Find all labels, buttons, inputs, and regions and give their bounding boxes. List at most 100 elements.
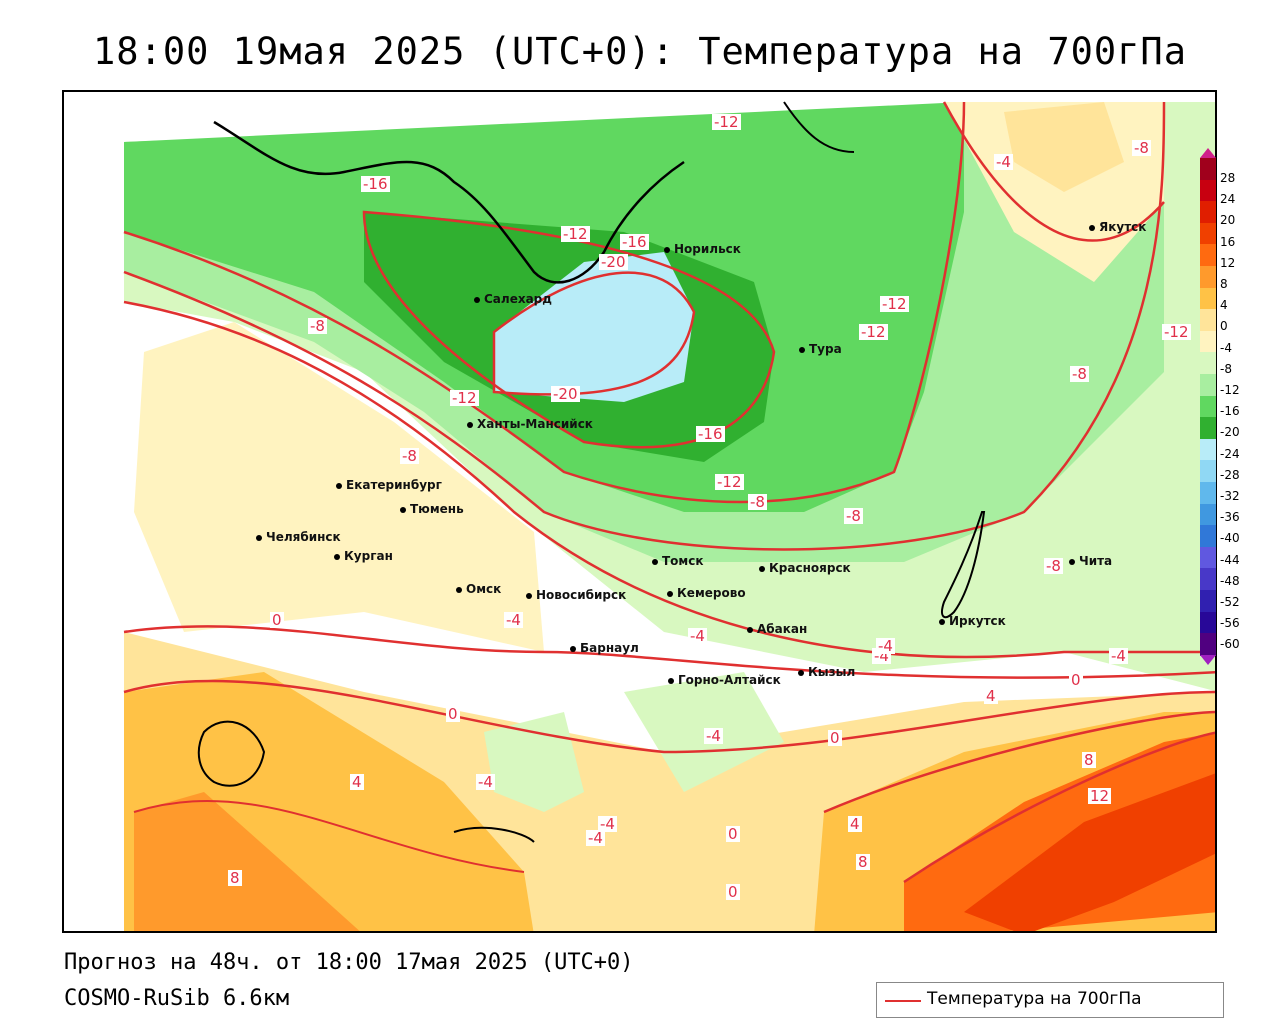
colorbar-tick-label: -12	[1220, 383, 1240, 397]
field-orange-8	[134, 792, 360, 931]
colorbar-tick-label: 12	[1220, 255, 1236, 270]
contour-label: -12	[1162, 323, 1191, 341]
city-kurgan: Курган	[334, 549, 393, 563]
colorbar-segment	[1200, 201, 1216, 224]
contour-label: -4	[476, 773, 495, 791]
colorbar-segment	[1200, 568, 1216, 591]
colorbar-tick-label: -44	[1220, 552, 1240, 567]
colorbar-tick-label: -24	[1220, 446, 1240, 461]
contour-label: 0	[446, 705, 460, 723]
contour-label: 0	[726, 883, 740, 901]
colorbar-segment	[1200, 309, 1216, 332]
colorbar-segment	[1200, 158, 1216, 181]
contour-line	[123, 679, 1215, 754]
colorbar-tick-label: -4	[1220, 340, 1232, 355]
colorbar-segment	[1200, 287, 1216, 311]
colorbar-segment	[1200, 352, 1216, 375]
colorbar-tick-label: 4	[1220, 298, 1228, 313]
contour-label: -4	[1109, 647, 1128, 665]
contour-label: -8	[844, 507, 863, 525]
colorbar-segment	[1200, 395, 1216, 419]
city-novosibirsk: Новосибирск	[526, 588, 626, 602]
contour-line	[123, 300, 1215, 659]
contour-label: -4	[994, 153, 1013, 171]
contour-line	[492, 271, 696, 396]
colorbar-segment	[1200, 525, 1216, 548]
colorbar-segment	[1200, 482, 1216, 505]
contour-line	[123, 101, 1166, 551]
region-border	[453, 826, 535, 843]
colorbar-segment	[1200, 460, 1216, 483]
colorbar-segment	[1200, 546, 1216, 570]
contour-label: -8	[1132, 139, 1151, 157]
contour-label: 0	[828, 729, 842, 747]
contour-label: -4	[876, 637, 895, 655]
city-omsk: Омск	[456, 582, 501, 596]
lake-baikal	[941, 511, 986, 619]
contour-line	[362, 210, 776, 449]
colorbar-tick-label: 0	[1220, 319, 1228, 334]
contour-label: -20	[599, 253, 628, 271]
colorbar-segment	[1200, 503, 1216, 527]
contour-label: 8	[228, 869, 242, 887]
contour-label: -12	[880, 295, 909, 313]
colorbar-segment	[1200, 611, 1216, 635]
city-yekaterinburg: Екатеринбург	[336, 478, 442, 492]
contour-label: 4	[848, 815, 862, 833]
field-se-hotter	[964, 773, 1215, 931]
colorbar-segment	[1200, 244, 1216, 267]
field-minus20	[494, 252, 694, 402]
model-info: COSMO-RuSib 6.6км	[64, 986, 290, 1011]
contour-line	[903, 731, 1215, 884]
contour-label: -4	[586, 829, 605, 847]
contour-label: -8	[308, 317, 327, 335]
contour-label: -16	[361, 175, 390, 193]
colorbar-tick-label: 28	[1220, 171, 1236, 185]
colorbar-tick-label: 8	[1220, 277, 1228, 291]
colorbar-segment	[1200, 438, 1216, 462]
colorbar-tick-label: -28	[1220, 467, 1240, 482]
contour-label: -4	[688, 627, 707, 645]
city-norilsk: Норильск	[664, 242, 741, 256]
contour-label: -4	[704, 727, 723, 745]
colorbar-tick-label: -48	[1220, 573, 1240, 588]
colorbar-tick-label: 20	[1220, 213, 1236, 228]
contour-label: -12	[712, 113, 741, 131]
contour-label: -8	[1070, 365, 1089, 383]
colorbar-tick-label: -16	[1220, 404, 1240, 419]
contour-label: 0	[270, 611, 284, 629]
city-chelyabinsk: Челябинск	[256, 530, 341, 544]
city-kemerovo: Кемерово	[667, 586, 746, 600]
contour-label: 4	[984, 687, 998, 705]
colorbar-arrow-top	[1200, 148, 1216, 158]
city-abakan: Абакан	[747, 622, 807, 636]
colorbar-tick-label: -36	[1220, 510, 1240, 525]
colorbar-segment	[1200, 179, 1216, 203]
forecast-info: Прогноз на 48ч. от 18:00 17мая 2025 (UTC…	[64, 950, 634, 975]
city-barnaul: Барнаул	[570, 641, 639, 655]
contour-line	[942, 101, 1165, 242]
city-kyzyl: Кызыл	[798, 665, 855, 679]
colorbar-tick-label: -56	[1220, 616, 1240, 631]
contour-label: -16	[620, 233, 649, 251]
legend-label: Температура на 700гПа	[927, 989, 1142, 1009]
legend-line-swatch	[885, 1000, 921, 1002]
contour-line	[823, 710, 1215, 814]
contour-label: -20	[551, 385, 580, 403]
city-tyumen: Тюмень	[400, 502, 464, 516]
colorbar-segment	[1200, 266, 1216, 289]
contour-line	[133, 799, 525, 873]
contour-line	[123, 101, 966, 504]
colorbar-segment	[1200, 633, 1216, 656]
map-title: 18:00 19мая 2025 (UTC+0): Температура на…	[93, 30, 1187, 73]
colorbar-segment	[1200, 374, 1216, 397]
city-salekhard: Салехард	[474, 292, 552, 306]
contour-label: 0	[1069, 671, 1083, 689]
contour-label: -4	[598, 815, 617, 833]
contour-label: -12	[859, 323, 888, 341]
legend: Температура на 700гПа	[876, 982, 1224, 1018]
city-krasnoyarsk: Красноярск	[759, 561, 851, 575]
region-border	[197, 720, 266, 787]
colorbar-segment	[1200, 417, 1216, 440]
city-gorno-altaysk: Горно-Алтайск	[668, 673, 781, 687]
